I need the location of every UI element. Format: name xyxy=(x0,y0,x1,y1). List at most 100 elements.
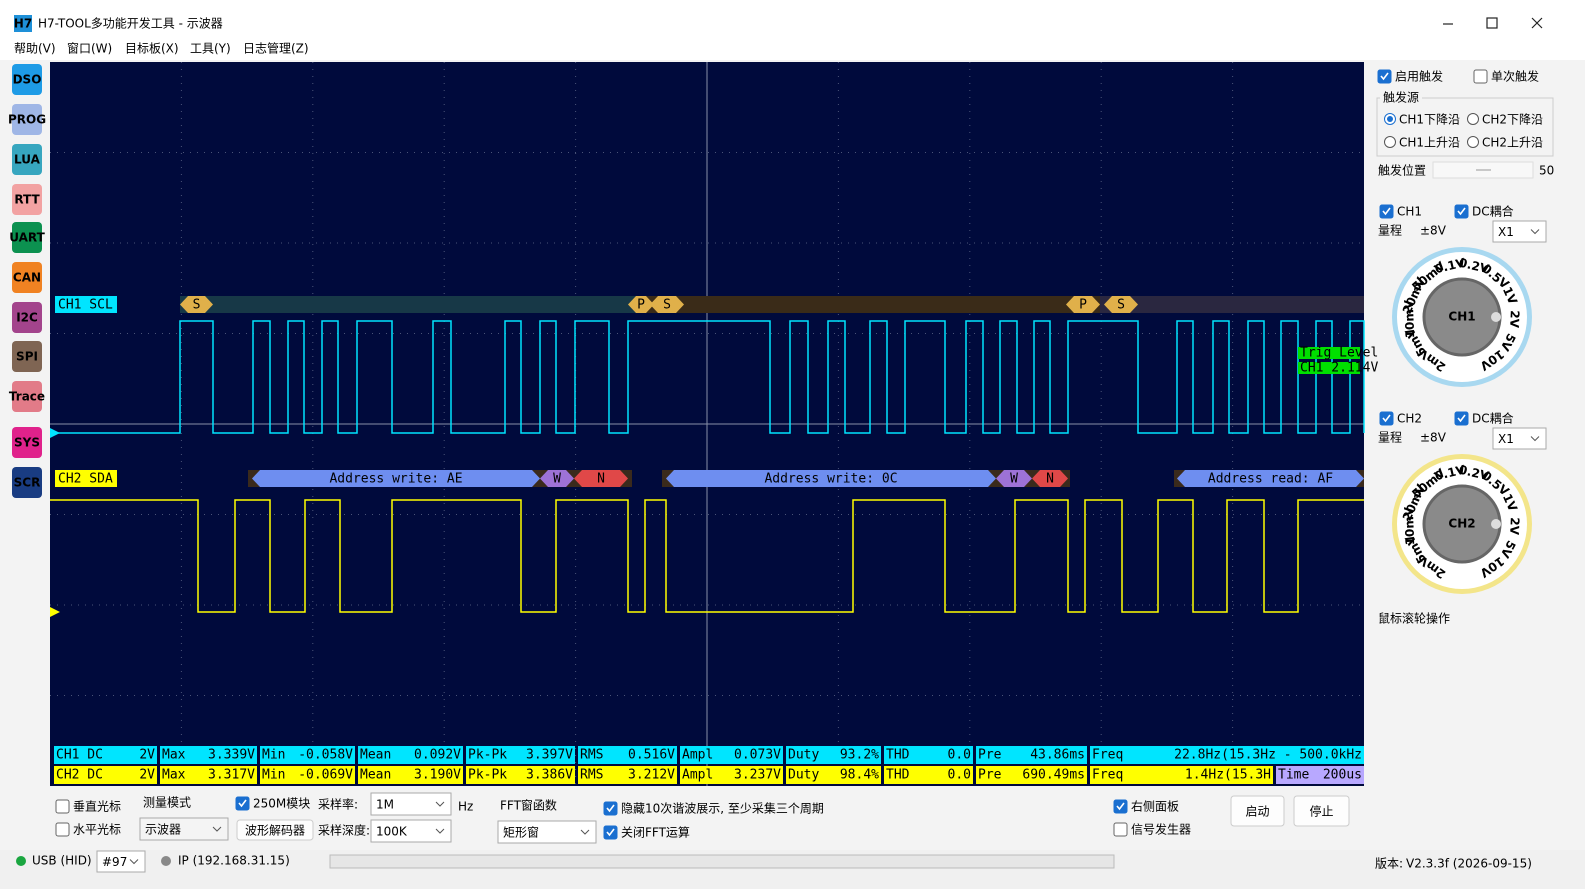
checkbox-label: 水平光标 xyxy=(73,823,121,837)
label: 测量模式 xyxy=(143,796,191,810)
slider-value: 50 xyxy=(1539,164,1554,178)
dropdown[interactable] xyxy=(370,819,452,843)
measurement-cell xyxy=(976,766,1087,784)
maximize[interactable] xyxy=(1486,17,1498,29)
radio[interactable] xyxy=(1384,136,1396,148)
window-buttons[interactable] xyxy=(1443,17,1543,29)
radio-label: CH2上升沿 xyxy=(1482,136,1543,150)
dropdown[interactable] xyxy=(96,850,146,873)
radio[interactable] xyxy=(1467,136,1479,148)
checkbox[interactable] xyxy=(1473,69,1488,84)
dropdown[interactable] xyxy=(1492,220,1547,243)
button[interactable] xyxy=(236,819,314,841)
dropdown-arrow xyxy=(435,801,445,807)
dropdown[interactable] xyxy=(139,817,229,841)
dropdown-value: #97 xyxy=(102,855,127,869)
decode-text: Address write: AE xyxy=(329,472,462,487)
label: 量程 xyxy=(1378,223,1402,238)
measurement-value: 3.397V xyxy=(526,748,573,763)
measurement-value: 0.0 xyxy=(948,768,971,783)
trigger-title: Trig Level xyxy=(1300,346,1378,361)
sidebar-label: SPI xyxy=(16,350,38,364)
status-text: 版本: xyxy=(1375,857,1403,871)
decode-bar xyxy=(180,296,640,313)
menu-item[interactable]: 工具(Y) xyxy=(190,42,231,56)
sidebar-button[interactable] xyxy=(12,104,42,135)
measurement-cell xyxy=(884,746,973,764)
sidebar-button[interactable] xyxy=(12,144,42,175)
measurement-cell xyxy=(160,766,257,784)
checkmark xyxy=(1382,414,1391,423)
status-text: IP (192.168.31.15) xyxy=(178,854,290,868)
sidebar-button[interactable] xyxy=(12,184,42,215)
decode-text: N xyxy=(597,472,605,487)
close[interactable] xyxy=(1531,17,1543,29)
measurement-value: 3.237V xyxy=(734,768,781,783)
sidebar-button[interactable] xyxy=(12,222,42,253)
knob-label: CH1 xyxy=(1448,310,1475,324)
ch1-waveform xyxy=(50,320,1365,434)
group-box xyxy=(1376,97,1554,157)
checkbox-label: 单次触发 xyxy=(1491,69,1539,84)
checkmark xyxy=(1457,414,1466,423)
checkmark xyxy=(1457,207,1466,216)
menu-item[interactable]: 目标板(X) xyxy=(125,42,179,56)
measurement-cell xyxy=(260,766,355,784)
menu-item[interactable]: 帮助(V) xyxy=(14,42,56,56)
radio-dot xyxy=(1387,116,1393,122)
measurement-label: RMS xyxy=(580,768,603,783)
dropdown-arrow xyxy=(212,826,222,832)
dropdown[interactable] xyxy=(1492,427,1547,450)
knob-dot xyxy=(1491,519,1501,529)
checkbox[interactable] xyxy=(55,799,70,814)
dropdown-value: 示波器 xyxy=(145,823,181,837)
menu-item[interactable]: 窗口(W) xyxy=(67,42,112,56)
measurement-cell xyxy=(260,746,355,764)
checkbox[interactable] xyxy=(1113,822,1128,837)
dropdown-arrow xyxy=(1530,436,1540,442)
dropdown-arrow xyxy=(1530,229,1540,235)
hint: 鼠标滚轮操作 xyxy=(1378,611,1450,626)
channel-label: CH2 SDA xyxy=(58,472,113,487)
sidebar-label: DSO xyxy=(13,73,42,87)
group-title: 触发源 xyxy=(1383,90,1419,105)
decode-bar xyxy=(1100,296,1364,313)
measurement-label: Duty xyxy=(788,748,819,763)
decode-tag xyxy=(1104,296,1138,313)
dropdown[interactable] xyxy=(370,792,452,816)
button-label: 停止 xyxy=(1309,804,1333,819)
button[interactable] xyxy=(1230,795,1285,827)
knob-scale: 2V xyxy=(1507,517,1522,536)
knob-scale: 0.2V xyxy=(1458,463,1492,484)
button[interactable] xyxy=(1293,795,1350,827)
measurement-cell xyxy=(578,766,677,784)
menu-item[interactable]: 日志管理(Z) xyxy=(243,41,309,56)
measurement-value: 690.49ms xyxy=(1022,768,1085,783)
decode-tag xyxy=(180,296,213,313)
measurement-value: 3.317V xyxy=(208,768,255,783)
decode-text: W xyxy=(553,472,561,487)
dropdown[interactable] xyxy=(497,820,597,844)
sidebar-button[interactable] xyxy=(12,341,42,372)
measurement-cell xyxy=(680,766,783,784)
sidebar-button[interactable] xyxy=(12,427,42,458)
sidebar-button[interactable] xyxy=(12,302,42,333)
window-title: H7-TOOL多功能开发工具 - 示波器 xyxy=(38,16,223,31)
measurement-value: 3.339V xyxy=(208,748,255,763)
sidebar-button[interactable] xyxy=(12,262,42,293)
measurement-value: 0.092V xyxy=(414,748,461,763)
sidebar-button[interactable] xyxy=(12,381,42,412)
knob-scale: 1V xyxy=(1500,492,1520,514)
measurement-cell xyxy=(786,766,881,784)
knob-scale: 10mV xyxy=(1402,506,1418,546)
measurement-label: Freq xyxy=(1092,748,1123,763)
checkbox-label: 信号发生器 xyxy=(1131,822,1191,837)
sidebar-button[interactable] xyxy=(12,64,42,95)
decode-tag xyxy=(628,296,654,313)
dropdown-value: 1M xyxy=(376,798,394,812)
measurement-label: Pk-Pk xyxy=(468,748,507,763)
checkbox[interactable] xyxy=(55,822,70,837)
sidebar-button[interactable] xyxy=(12,467,42,498)
radio[interactable] xyxy=(1467,113,1479,125)
